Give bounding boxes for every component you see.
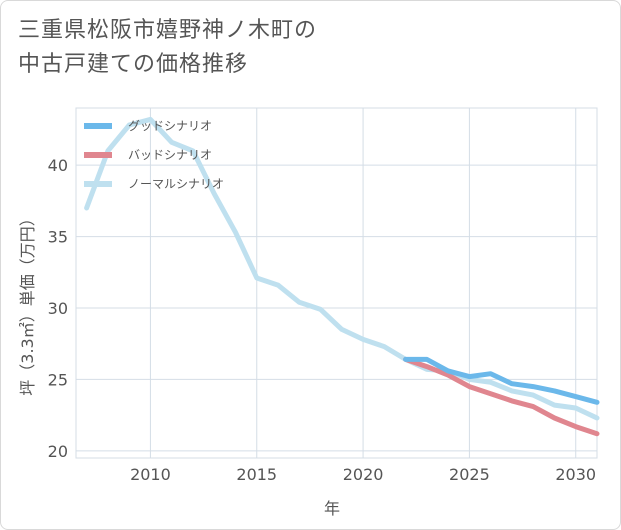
grid [76,108,597,458]
chart-title-line-1: 三重県松阪市嬉野神ノ木町の [18,18,318,43]
y-tick-label: 40 [48,156,68,175]
x-tick-label: 2010 [130,465,171,484]
x-tick-label: 2015 [236,465,277,484]
series-line-2 [403,356,600,437]
chart-title: 三重県松阪市嬉野神ノ木町の 中古戸建ての価格推移 [18,14,317,82]
legend-label-1: グッドシナリオ [128,119,212,133]
x-tick-label: 2030 [555,465,596,484]
plot-area-border [75,107,598,459]
y-tick-label: 35 [48,228,68,247]
plot-area [75,107,598,459]
x-axis-ticks: 2010 2015 2020 2025 2030 [130,465,596,484]
series-line-3 [84,116,600,421]
y-axis-label: 坪（3.3㎡）単価（万円） [18,210,37,395]
x-tick-label: 2020 [343,465,384,484]
legend-label-2: バッドシナリオ [128,148,212,162]
series-lines [84,116,600,437]
y-tick-label: 30 [48,299,68,318]
legend-label-3: ノーマルシナリオ [128,177,224,191]
series-line-1 [403,356,600,405]
chart-title-line-2: 中古戸建ての価格推移 [18,52,249,77]
x-tick-label: 2025 [449,465,490,484]
y-tick-label: 25 [48,370,68,389]
y-tick-label: 20 [48,442,68,461]
x-axis-label: 年 [324,499,340,518]
y-axis-ticks: 20 25 30 35 40 [48,156,68,461]
